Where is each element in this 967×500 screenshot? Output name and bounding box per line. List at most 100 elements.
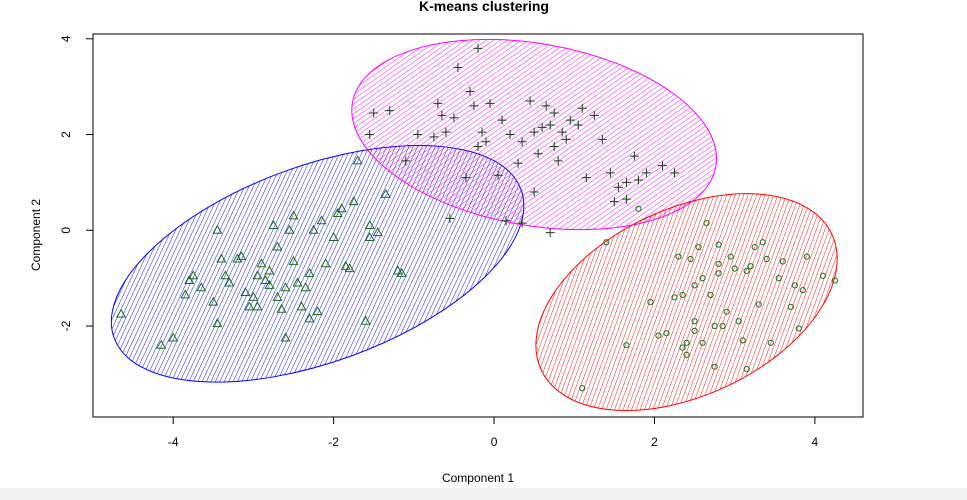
data-point-cluster-2: [633, 175, 643, 185]
data-point-cluster-2: [469, 101, 479, 111]
data-point-cluster-1: [396, 267, 407, 277]
data-point-cluster-2: [621, 194, 631, 204]
y-axis-label: Component 2: [29, 199, 43, 271]
data-point-cluster-3: [803, 253, 810, 260]
data-point-cluster-3: [787, 303, 794, 310]
data-point-cluster-1: [364, 231, 375, 241]
y-tick-label: 4: [59, 35, 73, 42]
data-point-cluster-2: [613, 182, 623, 192]
data-point-cluster-3: [831, 277, 839, 284]
data-point-cluster-3: [743, 366, 750, 373]
data-point-cluster-2: [493, 170, 503, 180]
data-point-cluster-3: [723, 308, 730, 315]
data-point-cluster-2: [437, 110, 447, 120]
data-point-cluster-2: [429, 132, 439, 142]
data-point-cluster-3: [603, 239, 610, 246]
data-point-cluster-2: [481, 137, 491, 147]
data-point-cluster-1: [312, 306, 323, 316]
data-point-cluster-1: [328, 231, 339, 241]
data-point-cluster-3: [699, 339, 706, 346]
x-axis: -4 -2 0 2 4: [168, 416, 819, 449]
data-point-cluster-3: [747, 263, 754, 270]
data-point-cluster-1: [272, 291, 283, 301]
data-point-cluster-2: [449, 113, 459, 123]
data-point-cluster-2: [549, 142, 559, 152]
data-point-cluster-3: [711, 322, 718, 330]
data-point-cluster-2: [401, 156, 411, 166]
data-point-cluster-2: [629, 151, 639, 161]
data-point-cluster-2: [501, 216, 511, 226]
data-point-cluster-2: [529, 187, 539, 197]
x-tick-label: 4: [812, 435, 819, 449]
data-point-cluster-1: [256, 258, 267, 268]
data-point-cluster-3: [655, 332, 662, 339]
data-point-cluster-3: [779, 258, 786, 265]
data-point-cluster-1: [232, 253, 243, 263]
data-point-cluster-1: [212, 224, 223, 234]
data-point-cluster-3: [735, 318, 742, 325]
data-point-cluster-1: [156, 339, 167, 349]
cluster-ellipses: [110, 38, 838, 412]
data-point-cluster-2: [525, 96, 535, 106]
data-point-cluster-1: [236, 251, 247, 261]
data-point-cluster-3: [763, 255, 770, 263]
data-point-cluster-1: [276, 303, 287, 313]
data-point-cluster-1: [320, 258, 331, 268]
data-point-cluster-1: [216, 253, 227, 263]
data-point-cluster-1: [348, 196, 359, 206]
data-point-cluster-1: [292, 277, 303, 287]
data-point-cluster-1: [224, 277, 235, 287]
data-point-cluster-3: [647, 299, 654, 306]
chart-title: K-means clustering: [419, 0, 549, 14]
data-point-cluster-1: [344, 263, 355, 273]
data-point-cluster-3: [751, 243, 758, 251]
data-point-cluster-2: [441, 127, 451, 137]
data-point-cluster-2: [621, 177, 631, 187]
data-point-cluster-1: [220, 270, 231, 280]
data-point-cluster-2: [589, 110, 599, 120]
data-point-cluster-2: [577, 103, 587, 113]
data-point-cluster-2: [641, 168, 651, 178]
data-point-cluster-3: [683, 339, 690, 346]
data-point-cluster-1: [212, 318, 223, 328]
data-point-cluster-3: [635, 205, 642, 212]
data-point-cluster-3: [671, 294, 678, 301]
data-point-cluster-3: [715, 260, 722, 267]
y-tick-label: -2: [59, 320, 73, 331]
data-point-cluster-3: [703, 220, 710, 227]
data-point-cluster-2: [605, 168, 615, 178]
data-point-cluster-1: [372, 227, 383, 237]
data-point-cluster-1: [336, 203, 347, 213]
data-point-cluster-3: [819, 272, 826, 279]
data-point-cluster-2: [433, 98, 443, 108]
data-point-cluster-2: [473, 142, 483, 152]
data-point-cluster-1: [116, 308, 127, 318]
x-tick-label: -4: [168, 435, 179, 449]
data-point-cluster-1: [392, 265, 403, 275]
data-point-cluster-3: [683, 351, 690, 358]
data-point-cluster-1: [252, 270, 263, 280]
data-point-cluster-1: [252, 301, 263, 311]
data-point-cluster-1: [352, 155, 363, 165]
data-point-cluster-1: [300, 282, 311, 292]
cluster-ellipse-3: [535, 193, 838, 412]
data-point-cluster-2: [597, 134, 607, 144]
data-point-cluster-1: [364, 219, 375, 229]
data-point-cluster-1: [264, 265, 275, 275]
data-point-cluster-3: [691, 318, 698, 325]
data-point-cluster-3: [731, 265, 738, 272]
data-point-cluster-1: [272, 241, 283, 251]
data-point-cluster-2: [549, 108, 559, 118]
data-point-cluster-2: [473, 43, 483, 53]
data-point-cluster-2: [505, 130, 515, 140]
data-point-cluster-1: [280, 282, 291, 292]
data-point-cluster-2: [465, 86, 475, 96]
data-point-cluster-3: [707, 291, 714, 299]
data-point-cluster-2: [529, 127, 539, 137]
data-point-cluster-2: [413, 130, 423, 140]
data-point-cluster-3: [791, 282, 798, 289]
data-point-cluster-1: [380, 188, 391, 198]
data-point-cluster-2: [573, 120, 583, 130]
data-point-cluster-3: [743, 267, 750, 275]
